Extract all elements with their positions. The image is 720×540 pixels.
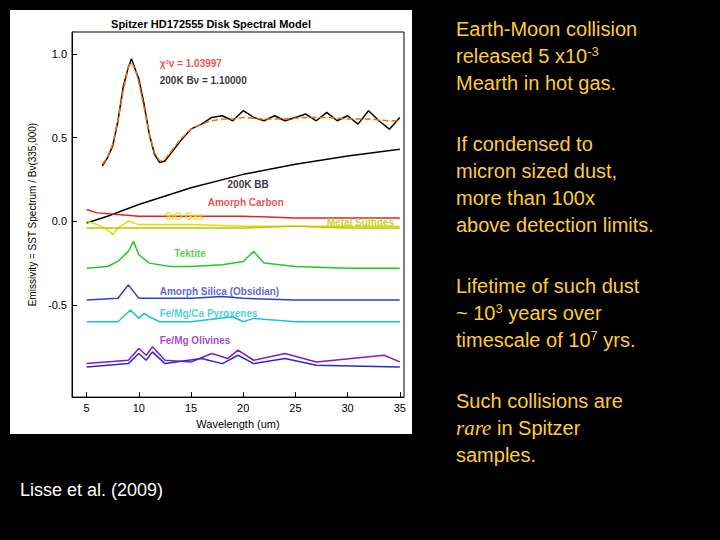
html-text:Such collisions are: Such collisions are <box>456 390 623 412</box>
html-text:Lisse et al. (2009): Lisse et al. (2009) <box>20 480 164 500</box>
svg-text:Amorph Silica (Obsidian): Amorph Silica (Obsidian) <box>160 286 279 297</box>
svg-text:25: 25 <box>289 402 301 414</box>
svg-text:0.5: 0.5 <box>52 132 67 144</box>
svg-text:Fe/Mg/Ca Pyroxenes: Fe/Mg/Ca Pyroxenes <box>160 308 258 319</box>
svg-text:Fe/Mg Olivines: Fe/Mg Olivines <box>160 335 231 346</box>
svg-text:SiO Gas: SiO Gas <box>165 211 204 222</box>
html-text:timescale of 10: timescale of 10 <box>456 329 591 351</box>
svg-text:Spitzer HD172555 Disk Spectral: Spitzer HD172555 Disk Spectral Model <box>111 18 311 30</box>
html-text:rare in Spitzer: rare in Spitzer <box>456 416 581 440</box>
html-text:released 5 x10-3: released 5 x10-3 <box>456 44 599 67</box>
html-text:If condensed to: If condensed to <box>456 133 593 155</box>
svg-text:Metal Sulfides: Metal Sulfides <box>327 217 395 228</box>
html-text:Lifetime of such dust: Lifetime of such dust <box>456 275 640 297</box>
html-text:Earth-Moon collision: Earth-Moon collision <box>456 18 638 40</box>
svg-text:0.0: 0.0 <box>52 215 67 227</box>
html-text:more than 100x: more than 100x <box>456 187 595 209</box>
svg-text:35: 35 <box>394 402 406 414</box>
html-text:Mearth in hot gas.: Mearth in hot gas. <box>456 72 617 94</box>
html-text:micron sized dust,: micron sized dust, <box>456 160 618 182</box>
svg-text:200K BB: 200K BB <box>228 179 269 190</box>
svg-text:Emissivity = SST Spectrum / Bν: Emissivity = SST Spectrum / Bν(335,000) <box>27 123 38 306</box>
svg-text:200K Bν = 1.10000: 200K Bν = 1.10000 <box>160 75 247 86</box>
svg-text:1.0: 1.0 <box>52 48 67 60</box>
svg-text:Wavelength (um): Wavelength (um) <box>196 418 279 430</box>
svg-text:15: 15 <box>185 402 197 414</box>
html-text:3years over: 3years over <box>495 301 602 324</box>
html-text:7yrs.: 7yrs. <box>590 328 636 351</box>
html-text:samples.: samples. <box>456 444 536 466</box>
html-text:~ 10: ~ 10 <box>456 302 496 324</box>
html-text:above detection limits.: above detection limits. <box>456 214 654 236</box>
svg-text:-0.5: -0.5 <box>48 299 67 311</box>
svg-text:Tektite: Tektite <box>174 248 206 259</box>
svg-text:5: 5 <box>84 402 90 414</box>
svg-text:10: 10 <box>133 402 145 414</box>
svg-text:20: 20 <box>237 402 249 414</box>
svg-text:Amorph Carbon: Amorph Carbon <box>208 197 284 208</box>
svg-text:30: 30 <box>341 402 353 414</box>
svg-text:χ²ν = 1.03997: χ²ν = 1.03997 <box>160 58 223 69</box>
